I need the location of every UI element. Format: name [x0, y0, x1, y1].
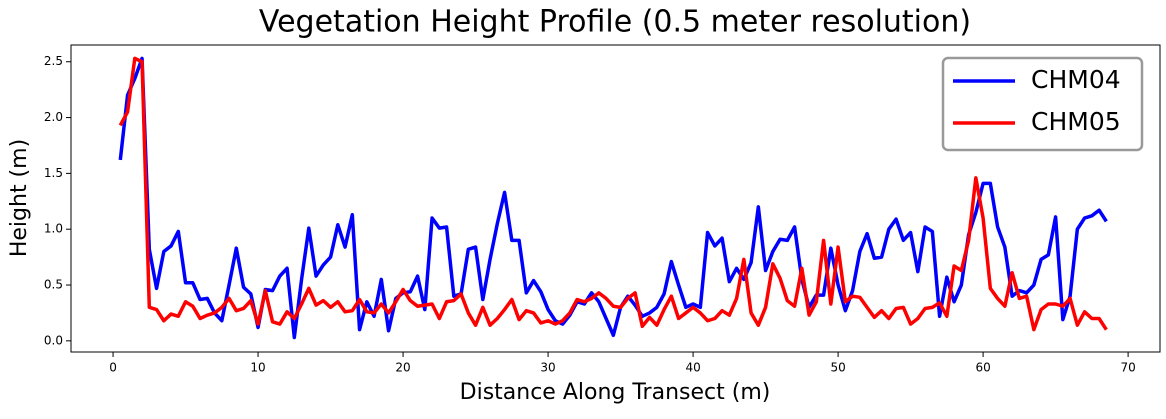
plot-frame: [70, 44, 1161, 353]
x-tick-label: 30: [540, 361, 555, 375]
x-tick-label: 40: [685, 361, 700, 375]
x-axis-label: Distance Along Transect (m): [460, 380, 771, 405]
legend-label: CHM05: [1031, 107, 1121, 136]
x-tick-label: 50: [830, 361, 845, 375]
x-tick-label: 20: [395, 361, 410, 375]
x-tick-label: 0: [109, 361, 117, 375]
data-line: [118, 56, 1108, 340]
y-tick-label: 2.0: [44, 110, 63, 124]
y-tick-label: 0.5: [44, 278, 63, 292]
y-axis-label: Height (m): [7, 139, 32, 257]
x-tick-label: 70: [1120, 361, 1135, 375]
legend-label: CHM04: [1031, 65, 1121, 94]
x-tick-label: 60: [975, 361, 990, 375]
y-tick-label: 0.0: [44, 333, 63, 347]
y-tick-label: 1.5: [44, 166, 63, 180]
data-line: [118, 56, 1108, 332]
y-tick-label: 1.0: [44, 222, 63, 236]
x-tick-label: 10: [250, 361, 265, 375]
chart-title: Vegetation Height Profile (0.5 meter res…: [259, 5, 971, 40]
y-tick-label: 2.5: [44, 54, 63, 68]
